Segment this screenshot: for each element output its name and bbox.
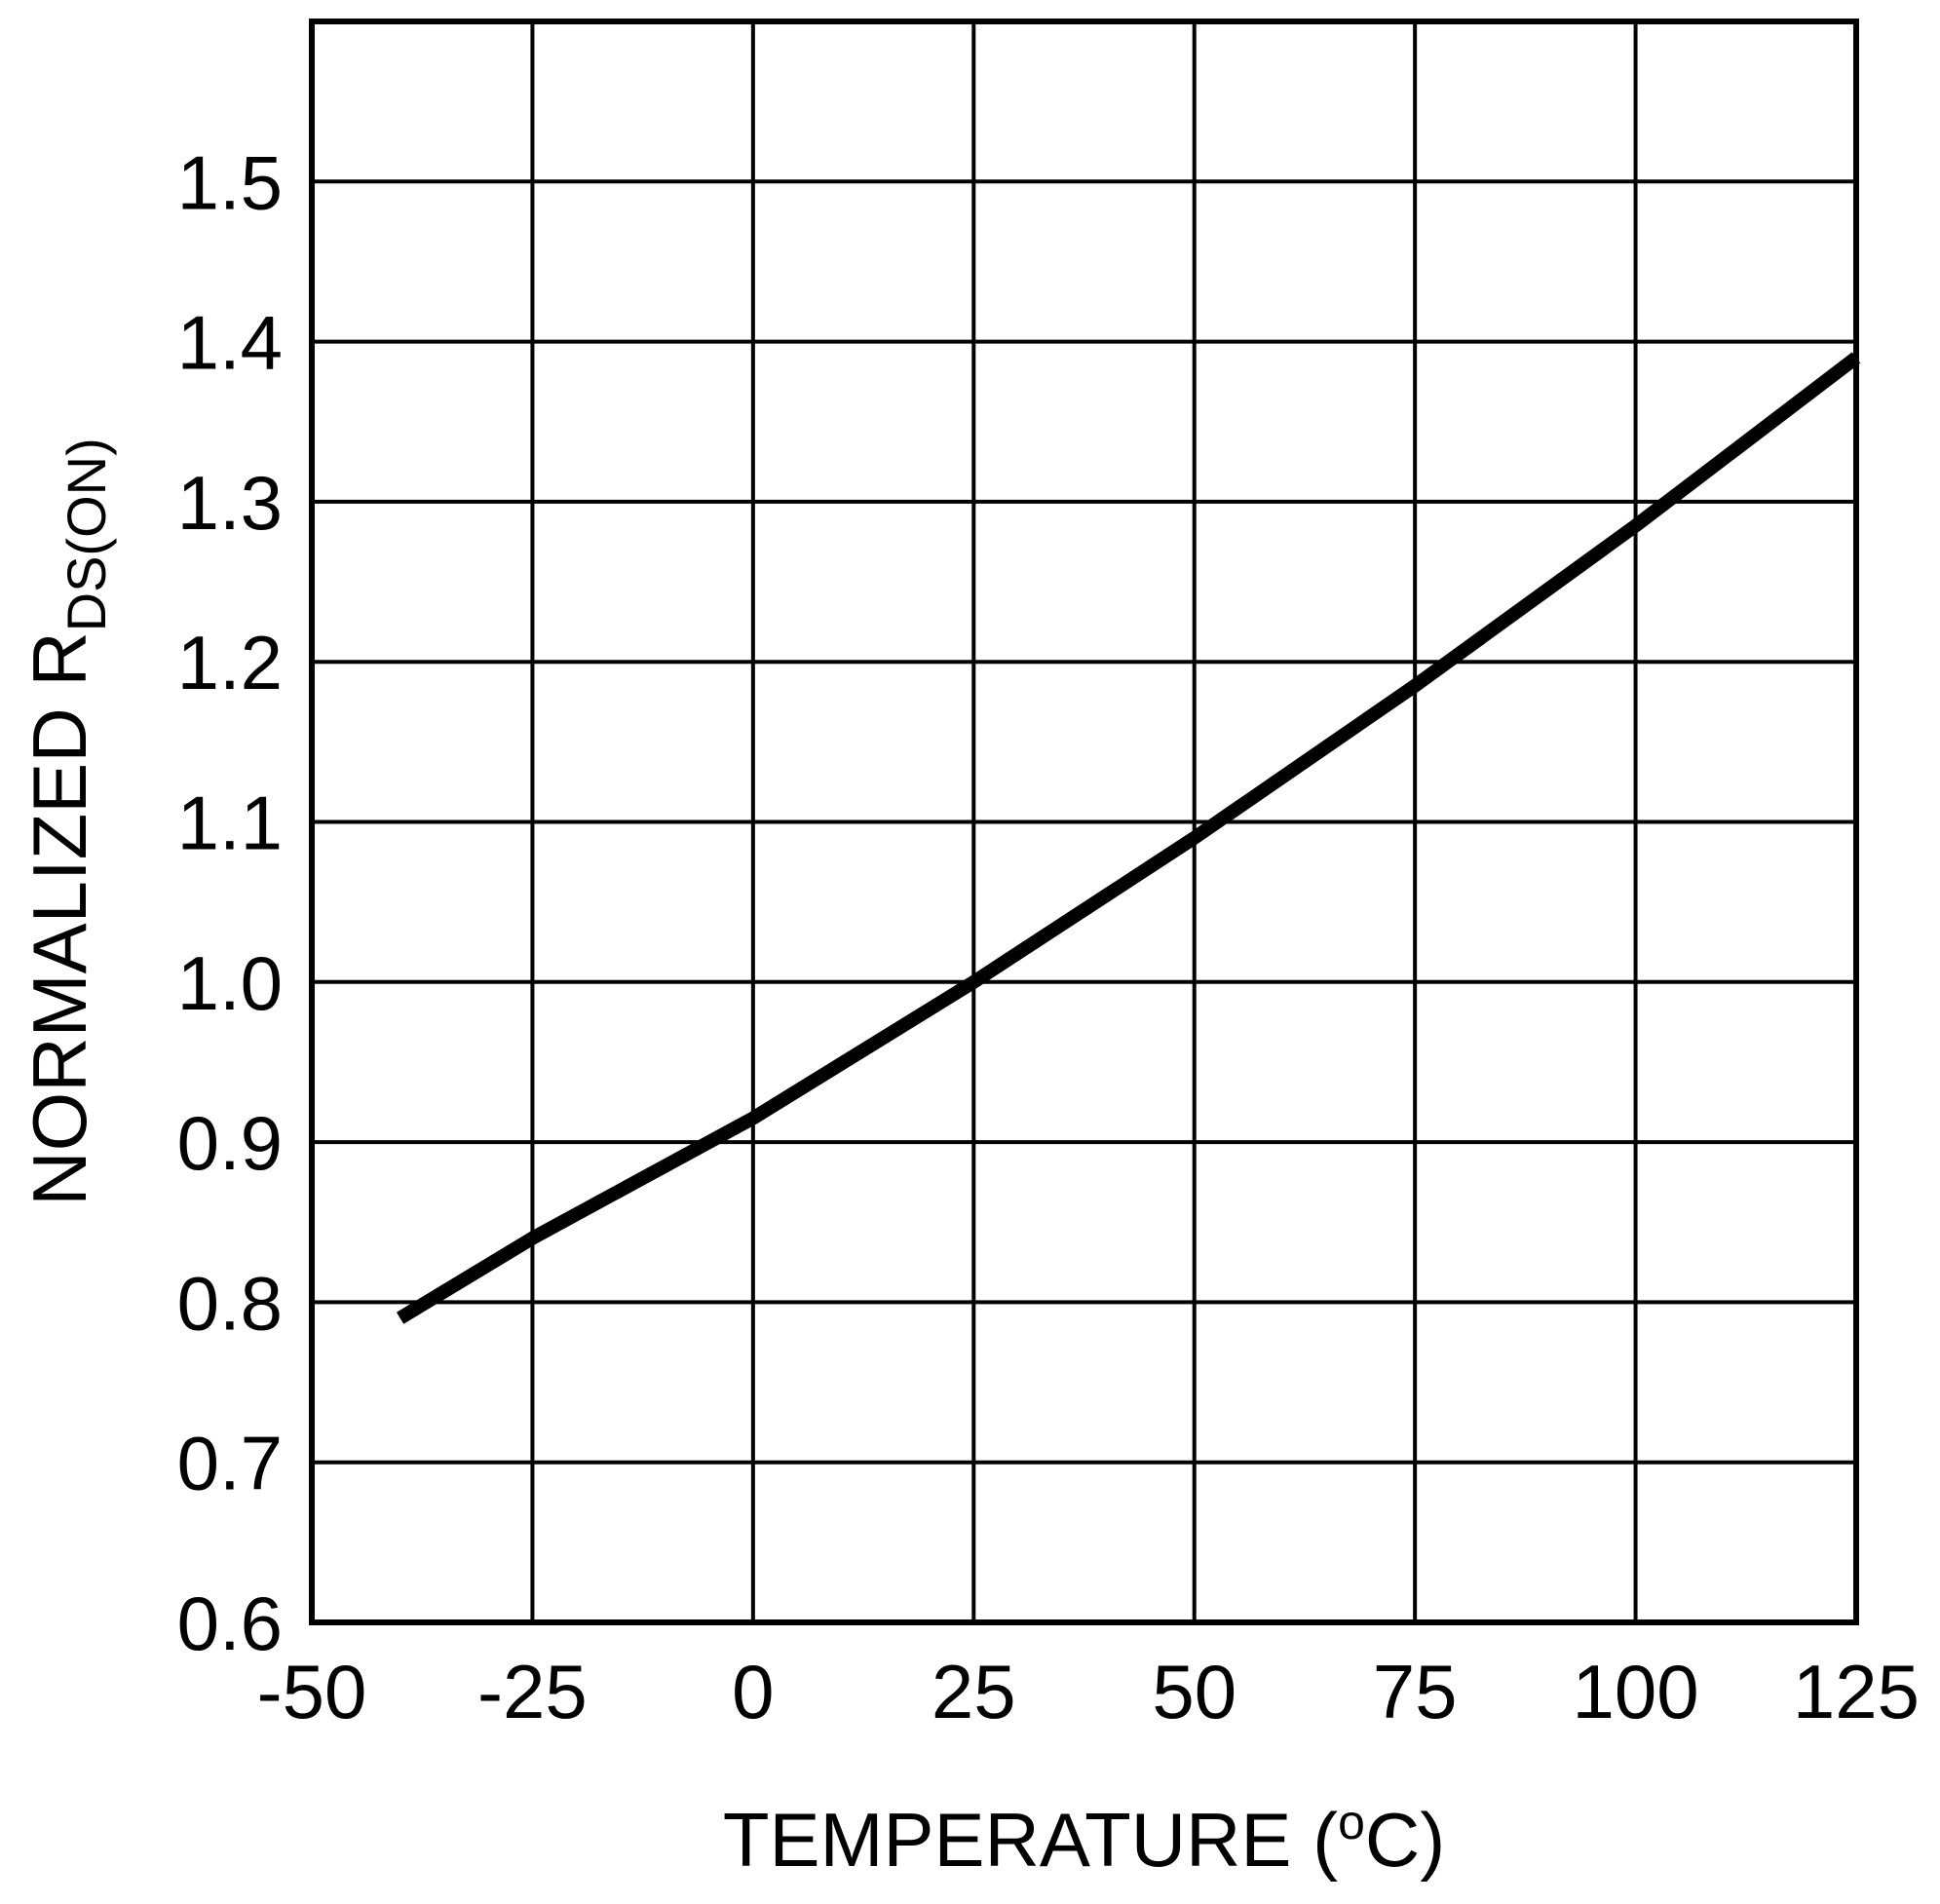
y-tick-label: 1.0 [177, 940, 283, 1026]
y-tick-label: 1.3 [177, 460, 283, 546]
x-axis-title-suffix: C) [1365, 1797, 1445, 1883]
x-tick-label: 125 [1793, 1649, 1920, 1734]
series-line [396, 352, 1861, 1324]
y-tick-label: 0.6 [177, 1580, 283, 1666]
x-tick-label: -50 [257, 1649, 367, 1734]
x-tick-label: 50 [1152, 1649, 1236, 1734]
x-axis-title-degree: o [1338, 1795, 1365, 1849]
y-tick-label: 0.7 [177, 1421, 283, 1506]
x-tick-label: -25 [477, 1649, 588, 1734]
grid-lines [310, 21, 1858, 1624]
y-tick-label: 1.4 [177, 300, 283, 386]
y-axis-title-subscript: DS(ON) [56, 438, 117, 631]
y-tick-label: 1.1 [177, 781, 283, 866]
plot-border [309, 19, 1859, 1625]
data-series [396, 352, 1861, 1324]
y-axis-title: NORMALIZED RDS(ON) [17, 438, 117, 1205]
x-axis-title: TEMPERATURE (oC) [723, 1795, 1445, 1883]
plot-frame [309, 19, 1859, 1625]
y-tick-labels: 0.6 0.7 0.8 0.9 1.0 1.1 1.2 1.3 1.4 1.5 [177, 139, 283, 1666]
y-tick-label: 0.9 [177, 1100, 283, 1186]
x-tick-label: 100 [1573, 1649, 1699, 1734]
y-tick-label: 0.8 [177, 1260, 283, 1346]
x-tick-label: 0 [732, 1649, 774, 1734]
y-tick-label: 1.5 [177, 139, 283, 225]
x-tick-label: 75 [1373, 1649, 1458, 1734]
x-axis-title-prefix: TEMPERATURE ( [723, 1797, 1338, 1883]
y-axis-title-main: NORMALIZED R [17, 631, 102, 1205]
x-tick-label: 25 [932, 1649, 1016, 1734]
y-tick-label: 1.2 [177, 620, 283, 705]
x-tick-labels: -50 -25 0 25 50 75 100 125 [257, 1649, 1920, 1734]
